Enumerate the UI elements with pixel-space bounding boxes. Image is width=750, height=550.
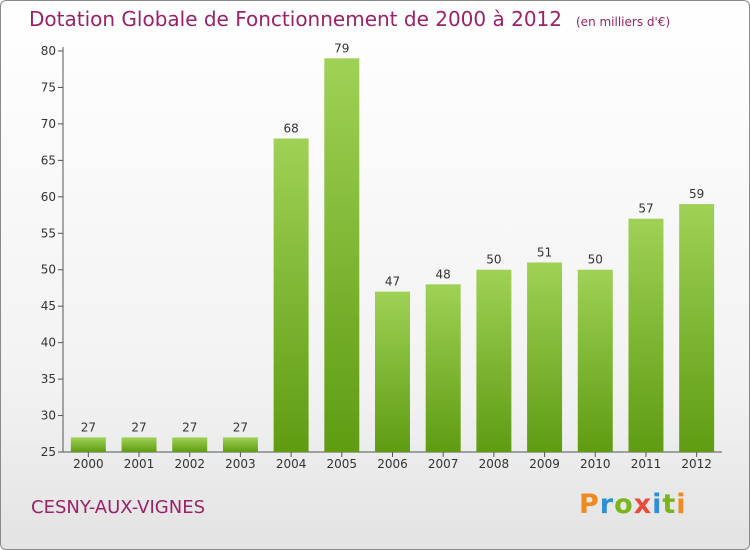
x-tick-label: 2002	[174, 457, 205, 471]
bar	[425, 284, 461, 452]
logo-letter: x	[633, 489, 653, 520]
data-label: 47	[385, 275, 400, 289]
chart-axes: 25 30 35 40 45 50 55 60 65 70 75 80	[41, 44, 722, 459]
bar	[70, 437, 106, 452]
y-tick-label: 25	[41, 445, 56, 459]
y-tick-label: 75	[41, 80, 56, 94]
bar	[679, 204, 715, 452]
x-tick-label: 2005	[327, 457, 358, 471]
y-tick-label: 30	[41, 409, 56, 423]
y-tick-label: 65	[41, 153, 56, 167]
y-tick-label: 40	[41, 336, 56, 350]
data-label: 50	[486, 253, 501, 267]
data-label: 57	[638, 202, 653, 216]
bar	[577, 269, 613, 452]
data-label: 79	[334, 41, 349, 55]
x-tick-label: 2007	[428, 457, 459, 471]
logo-letter: r	[599, 489, 615, 520]
commune-name: CESNY-AUX-VIGNES	[31, 497, 205, 518]
x-tick-label: 2008	[479, 457, 510, 471]
logo-letter: t	[662, 489, 677, 520]
x-tick-label: 2000	[73, 457, 104, 471]
bar	[273, 138, 309, 452]
chart-bars	[70, 58, 715, 453]
x-tick-label: 2001	[124, 457, 155, 471]
data-label: 51	[537, 245, 552, 259]
logo-letter: P	[579, 489, 600, 520]
bar	[375, 291, 410, 452]
y-tick-label: 60	[41, 190, 56, 204]
bar	[476, 269, 512, 452]
y-tick-label: 35	[41, 372, 56, 386]
bar	[121, 437, 157, 452]
x-tick-label: 2010	[580, 457, 611, 471]
bar	[628, 218, 664, 452]
y-tick-label: 55	[41, 226, 56, 240]
x-tick-label: 2009	[529, 457, 560, 471]
data-label: 59	[689, 187, 704, 201]
x-tick-label: 2011	[631, 457, 662, 471]
proxiti-logo: Proxiti	[579, 489, 687, 520]
chart-title: Dotation Globale de Fonctionnement de 20…	[29, 7, 670, 31]
data-label: 27	[182, 420, 197, 434]
y-tick-label: 80	[41, 44, 56, 58]
data-label: 27	[131, 420, 146, 434]
y-tick-label: 45	[41, 299, 56, 313]
bar	[222, 437, 258, 452]
x-tick-label: 2004	[276, 457, 307, 471]
logo-letter: o	[614, 489, 634, 520]
chart-labels: 27 2000 27 2001 27 2002 27 2003 68 2004 79 2005 47 20…	[73, 41, 712, 471]
y-tick-label: 50	[41, 263, 56, 277]
data-label: 50	[588, 253, 603, 267]
x-tick-label: 2006	[377, 457, 408, 471]
y-tick-label: 70	[41, 117, 56, 131]
bar	[172, 437, 208, 452]
x-tick-label: 2003	[225, 457, 256, 471]
logo-letter: i	[676, 489, 687, 520]
x-tick-label: 2012	[681, 457, 712, 471]
data-label: 27	[81, 420, 96, 434]
chart-title-text: Dotation Globale de Fonctionnement de 20…	[29, 7, 562, 31]
bar	[527, 262, 563, 452]
data-label: 27	[233, 420, 248, 434]
logo-letter: i	[652, 489, 663, 520]
chart-unit: (en milliers d'€)	[576, 15, 671, 29]
data-label: 68	[283, 121, 298, 135]
data-label: 48	[436, 267, 451, 281]
bar	[324, 58, 360, 453]
